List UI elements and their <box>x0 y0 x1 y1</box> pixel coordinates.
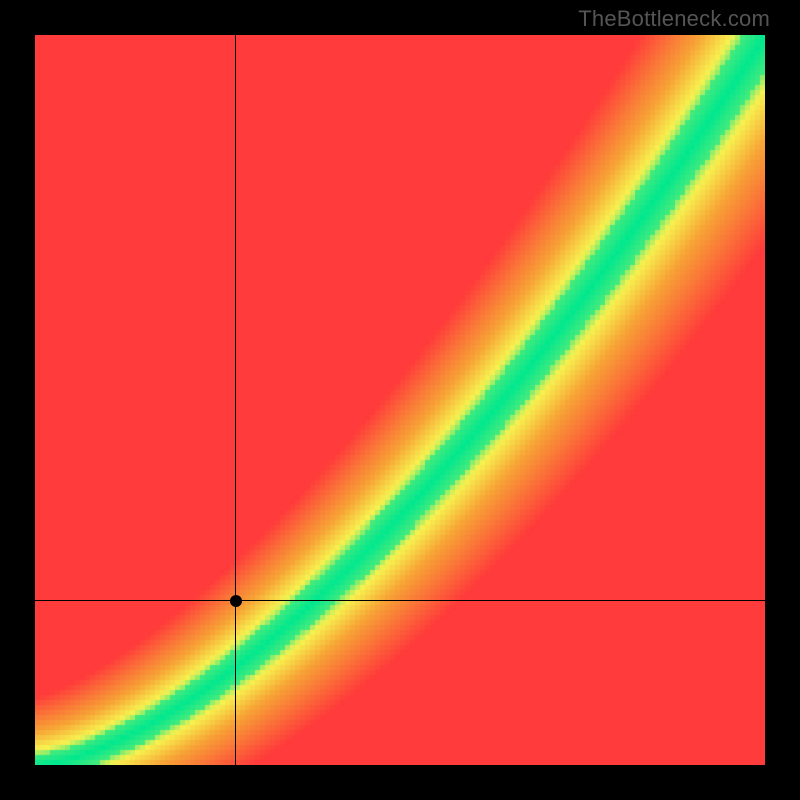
crosshair-horizontal <box>35 600 765 601</box>
marker-dot <box>230 595 242 607</box>
bottleneck-heatmap <box>35 35 765 765</box>
crosshair-vertical <box>235 35 236 765</box>
watermark-text: TheBottleneck.com <box>578 6 770 32</box>
heatmap-canvas <box>35 35 765 765</box>
